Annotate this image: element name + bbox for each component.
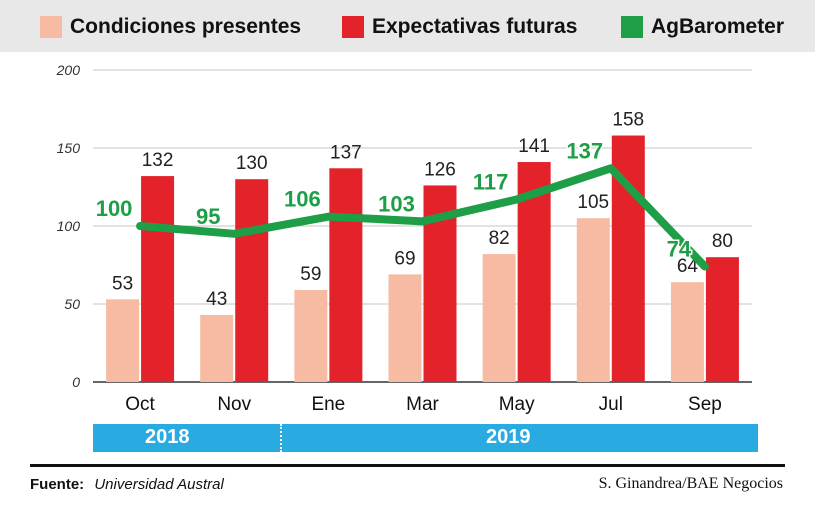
- legend-swatch-agbarometer: [621, 16, 643, 38]
- data-label-condiciones: 59: [300, 264, 321, 285]
- bar-expectativas: [329, 168, 363, 382]
- credit: S. Ginandrea/BAE Negocios: [598, 475, 783, 492]
- bar-expectativas: [141, 176, 175, 382]
- chart: 0 50 100 150 200 53 132 Oct 43 130 Nov 59 137 Ene 69 12…: [56, 62, 752, 415]
- data-label-expectativas: 80: [712, 231, 733, 252]
- y-tick-label: 200: [56, 62, 81, 78]
- y-tick-label: 0: [72, 374, 80, 390]
- x-tick-label: Jul: [599, 394, 623, 415]
- x-tick-label: Mar: [406, 394, 439, 415]
- y-tick-label: 150: [57, 140, 81, 156]
- x-tick-label: Sep: [688, 394, 722, 415]
- bar-condiciones: [388, 274, 422, 382]
- data-label-expectativas: 158: [612, 110, 644, 131]
- bar-condiciones: [106, 299, 140, 382]
- data-label-condiciones: 43: [206, 289, 227, 310]
- data-label-agbarometer: 103: [378, 191, 415, 216]
- data-label-agbarometer: 74: [667, 237, 692, 262]
- bar-expectativas: [235, 179, 269, 382]
- legend-label-expectativas: Expectativas futuras: [372, 15, 578, 38]
- legend-swatch-expectativas: [342, 16, 364, 38]
- data-label-condiciones: 69: [394, 248, 415, 269]
- data-label-condiciones: 53: [112, 273, 133, 294]
- year-divider: [280, 424, 282, 452]
- data-label-expectativas: 141: [518, 136, 550, 157]
- x-tick-label: Nov: [217, 394, 251, 415]
- data-label-agbarometer: 95: [196, 204, 220, 229]
- source-value: Universidad Austral: [94, 476, 224, 493]
- y-tick-label: 100: [57, 218, 81, 234]
- x-tick-label: Ene: [311, 394, 345, 415]
- data-label-expectativas: 132: [142, 150, 174, 171]
- year-band: 2018 2019: [93, 424, 758, 452]
- legend-label-condiciones: Condiciones presentes: [70, 15, 302, 38]
- data-label-condiciones: 64: [677, 256, 699, 277]
- data-label-expectativas: 130: [236, 153, 268, 174]
- x-tick-label: Oct: [125, 394, 155, 415]
- bar-condiciones: [670, 282, 704, 382]
- bar-condiciones: [576, 218, 610, 382]
- data-label-condiciones: 105: [577, 192, 609, 213]
- year-label-2019: 2019: [486, 426, 531, 448]
- data-label-agbarometer: 106: [284, 187, 321, 212]
- data-label-condiciones: 82: [489, 228, 510, 249]
- agbarometer-line: [136, 164, 709, 271]
- bar-condiciones: [294, 289, 328, 382]
- bar-condiciones: [482, 254, 516, 382]
- y-tick-label: 50: [64, 296, 80, 312]
- data-label-expectativas: 137: [330, 142, 362, 163]
- legend-label-agbarometer: AgBarometer: [651, 15, 785, 38]
- bar-expectativas: [705, 257, 739, 382]
- legend: Condiciones presentes Expectativas futur…: [0, 0, 815, 52]
- legend-swatch-condiciones: [40, 16, 62, 38]
- data-label-agbarometer: 117: [473, 169, 509, 194]
- data-label-agbarometer: 100: [96, 196, 133, 221]
- footer-rule: [30, 464, 785, 467]
- year-label-2018: 2018: [145, 426, 190, 448]
- source: Fuente: Universidad Austral: [30, 476, 224, 493]
- legend-item-condiciones: Condiciones presentes: [40, 13, 301, 41]
- bar-condiciones: [200, 314, 234, 382]
- data-label-expectativas: 126: [424, 159, 456, 180]
- source-label: Fuente:: [30, 476, 85, 493]
- legend-item-expectativas: Expectativas futuras: [342, 13, 577, 41]
- data-label-agbarometer: 137: [566, 138, 603, 163]
- legend-item-agbarometer: AgBarometer: [621, 13, 784, 41]
- x-tick-label: May: [499, 394, 535, 415]
